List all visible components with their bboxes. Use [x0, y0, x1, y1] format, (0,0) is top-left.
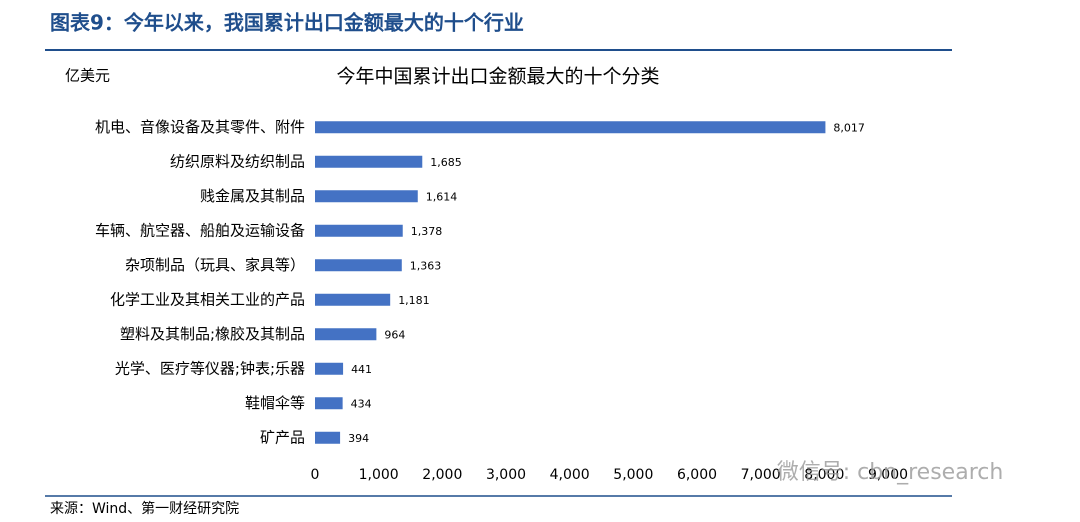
value-label: 1,685 — [430, 156, 462, 169]
value-label: 434 — [351, 397, 372, 410]
bar — [315, 259, 402, 272]
value-label: 441 — [351, 363, 372, 376]
value-label: 1,614 — [426, 190, 458, 203]
bar — [315, 362, 344, 375]
source: 来源：Wind、第一财经研究院 — [50, 500, 239, 517]
y-tick-label: 光学、医疗等仪器;钟表;乐器 — [115, 359, 305, 377]
bar — [315, 155, 423, 168]
x-tick-label: 5,000 — [613, 467, 653, 483]
y-tick-label: 杂项制品（玩具、家具等） — [125, 256, 305, 274]
x-tick-label: 9,000 — [868, 467, 908, 483]
value-label: 964 — [384, 328, 405, 341]
y-tick-label: 塑料及其制品;橡胶及其制品 — [120, 325, 305, 343]
x-tick-label: 8,000 — [804, 467, 844, 483]
y-tick-label: 化学工业及其相关工业的产品 — [110, 290, 305, 308]
value-label: 8,017 — [833, 121, 865, 134]
y-tick-label: 纺织原料及纺织制品 — [170, 152, 305, 170]
bar — [315, 121, 826, 134]
bar — [315, 431, 341, 444]
x-tick-label: 0 — [311, 467, 320, 483]
value-label: 1,378 — [411, 225, 443, 238]
value-label: 1,363 — [410, 259, 442, 272]
bar — [315, 397, 343, 410]
header-title: 图表9：今年以来，我国累计出口金额最大的十个行业 — [50, 11, 524, 35]
x-tick-label: 2,000 — [422, 467, 462, 483]
bar — [315, 224, 403, 237]
chart-title: 今年中国累计出口金额最大的十个分类 — [336, 66, 659, 88]
y-tick-label: 贱金属及其制品 — [200, 187, 305, 205]
x-tick-label: 1,000 — [359, 467, 399, 483]
watermark: 微信号: cbn_research — [777, 460, 1004, 485]
y-tick-label: 矿产品 — [260, 428, 305, 446]
value-label: 1,181 — [398, 294, 430, 307]
x-tick-label: 4,000 — [550, 467, 590, 483]
bar — [315, 328, 377, 341]
unit-label: 亿美元 — [65, 67, 110, 85]
x-tick-label: 3,000 — [486, 467, 526, 483]
y-tick-label: 车辆、航空器、船舶及运输设备 — [95, 221, 305, 239]
bar — [315, 293, 391, 306]
y-tick-label: 机电、音像设备及其零件、附件 — [95, 118, 305, 136]
x-tick-label: 7,000 — [741, 467, 781, 483]
bar — [315, 190, 418, 203]
x-tick-label: 6,000 — [677, 467, 717, 483]
value-label: 394 — [348, 432, 369, 445]
y-tick-label: 鞋帽伞等 — [245, 394, 305, 412]
